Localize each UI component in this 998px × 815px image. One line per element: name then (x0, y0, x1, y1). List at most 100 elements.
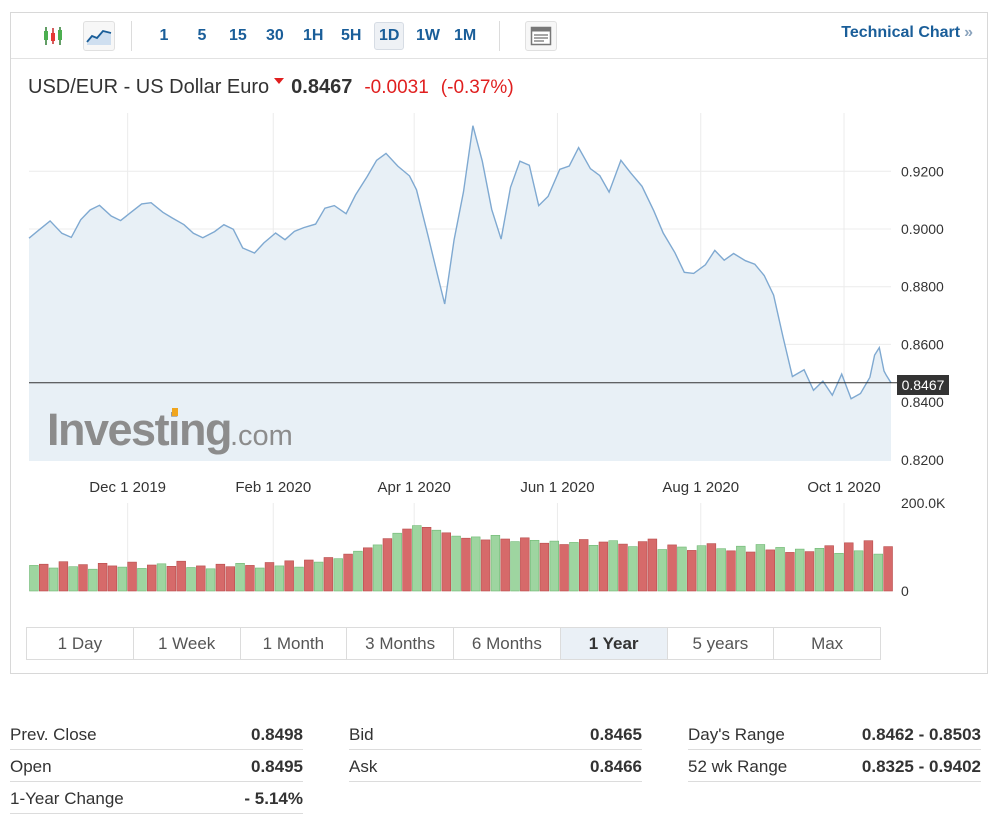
volume-bar (38, 563, 49, 592)
volume-bar (353, 550, 363, 592)
volume-bar (284, 560, 294, 592)
volume-bar (549, 540, 560, 592)
investing-watermark: Investing .com (47, 404, 293, 455)
interval-1[interactable]: 1 (159, 27, 169, 44)
interval-30[interactable]: 30 (266, 27, 284, 44)
range-tab-max[interactable]: Max (774, 628, 880, 659)
volume-bar (245, 565, 255, 592)
volume-bar (127, 561, 137, 592)
volume-bar (824, 545, 834, 592)
interval-15[interactable]: 15 (229, 27, 247, 44)
stat-value: 0.8465 (590, 725, 642, 744)
volume-bar (559, 544, 569, 592)
volume-bar (765, 549, 776, 592)
volume-bar (775, 547, 785, 592)
range-tab-1-month[interactable]: 1 Month (240, 628, 348, 659)
volume-bar (362, 547, 373, 592)
volume-bar (461, 537, 471, 592)
volume-bar (745, 551, 756, 592)
volume-bar (166, 565, 177, 592)
stat-label: Prev. Close (10, 725, 97, 744)
x-tick-label: Jun 1 2020 (520, 479, 594, 496)
volume-bar (785, 552, 795, 592)
volume-bar (97, 562, 108, 592)
volume-bar (421, 526, 432, 592)
volume-bar (215, 563, 226, 592)
volume-bar (794, 548, 805, 592)
volume-bar (677, 546, 687, 592)
interval-1d[interactable]: 1D (374, 22, 405, 50)
volume-bar (696, 545, 707, 592)
interval-1w[interactable]: 1W (416, 27, 440, 44)
volume-bar (88, 568, 98, 592)
volume-bar (529, 539, 540, 592)
chart-toolbar: 1 5 15 30 1H 5H 1D 1W 1M Technical Chart… (11, 13, 987, 59)
range-tab-1-year[interactable]: 1 Year (560, 628, 668, 659)
interval-1m[interactable]: 1M (454, 27, 477, 44)
volume-bar (628, 546, 638, 592)
volume-axis: 200.0K 0 (901, 495, 946, 599)
technical-chart-link[interactable]: Technical Chart» (841, 24, 973, 42)
interval-1h[interactable]: 1H (303, 27, 324, 44)
stat-row-1-year-change: 1-Year Change - 5.14% (10, 782, 303, 814)
volume-bar (736, 545, 746, 592)
volume-bar (323, 557, 334, 592)
volume-bar (255, 567, 265, 592)
stat-value: 0.8498 (251, 725, 303, 744)
last-price: 0.8467 (291, 76, 353, 98)
price-change-percent: (-0.37%) (440, 77, 514, 98)
volume-bar (392, 532, 402, 592)
volume-bar (137, 568, 147, 592)
volume-bar (29, 565, 39, 592)
volume-bar (48, 567, 59, 592)
interval-5h[interactable]: 5H (341, 27, 362, 44)
range-tab-1-week[interactable]: 1 Week (133, 628, 241, 659)
price-change: -0.0031 (364, 77, 429, 98)
volume-bar (343, 553, 353, 592)
volume-bar (78, 564, 88, 592)
volume-bar (333, 558, 343, 592)
volume-bar (834, 552, 844, 592)
volume-bar (412, 525, 422, 592)
down-arrow-icon (274, 78, 285, 84)
volume-bar (637, 541, 648, 592)
volume-bar (520, 537, 530, 592)
volume-bar (480, 539, 491, 592)
stats-column-2: Bid 0.8465 Ask 0.8466 (349, 718, 642, 782)
volume-bar (304, 559, 314, 592)
volume-bar (382, 538, 393, 592)
watermark-suffix: .com (230, 420, 293, 452)
stat-value: 0.8325 - 0.9402 (861, 757, 981, 776)
volume-bar (470, 536, 481, 592)
volume-bar (500, 538, 510, 592)
price-area-fill (29, 125, 891, 461)
x-tick-label: Oct 1 2020 (807, 479, 880, 496)
volume-bar (706, 543, 717, 592)
line-chart-icon[interactable] (83, 21, 115, 51)
range-tab-1-day[interactable]: 1 Day (27, 628, 134, 659)
volume-bar (225, 566, 235, 592)
stat-label: Open (10, 757, 52, 776)
x-tick-label: Apr 1 2020 (378, 479, 451, 496)
volume-bar (58, 561, 69, 592)
interval-5[interactable]: 5 (197, 27, 207, 44)
range-tab-6-months[interactable]: 6 Months (454, 628, 561, 659)
y-tick-label: 0.8600 (901, 336, 944, 352)
table-view-icon[interactable] (525, 21, 557, 51)
technical-chart-label: Technical Chart (841, 24, 961, 41)
candlestick-icon[interactable] (37, 21, 69, 51)
volume-bar (176, 560, 186, 592)
stat-label: 52 wk Range (688, 757, 788, 776)
range-tab-5-years[interactable]: 5 years (667, 628, 775, 659)
toolbar-separator (131, 21, 132, 51)
stat-value: 0.8466 (590, 757, 642, 776)
volume-bar (647, 538, 658, 592)
volume-bar (853, 550, 864, 592)
toolbar-separator (499, 21, 500, 51)
price-chart[interactable]: Investing .com 0.92000.90000.88000.86000… (11, 13, 987, 623)
y-axis: 0.9200 0.9000 0.8800 0.8600 0.8400 0.8200 (901, 163, 944, 468)
range-tab-3-months[interactable]: 3 Months (347, 628, 454, 659)
stat-value: 0.8462 - 0.8503 (861, 725, 981, 744)
stat-label: Day's Range (688, 725, 785, 744)
volume-bar (294, 566, 304, 592)
